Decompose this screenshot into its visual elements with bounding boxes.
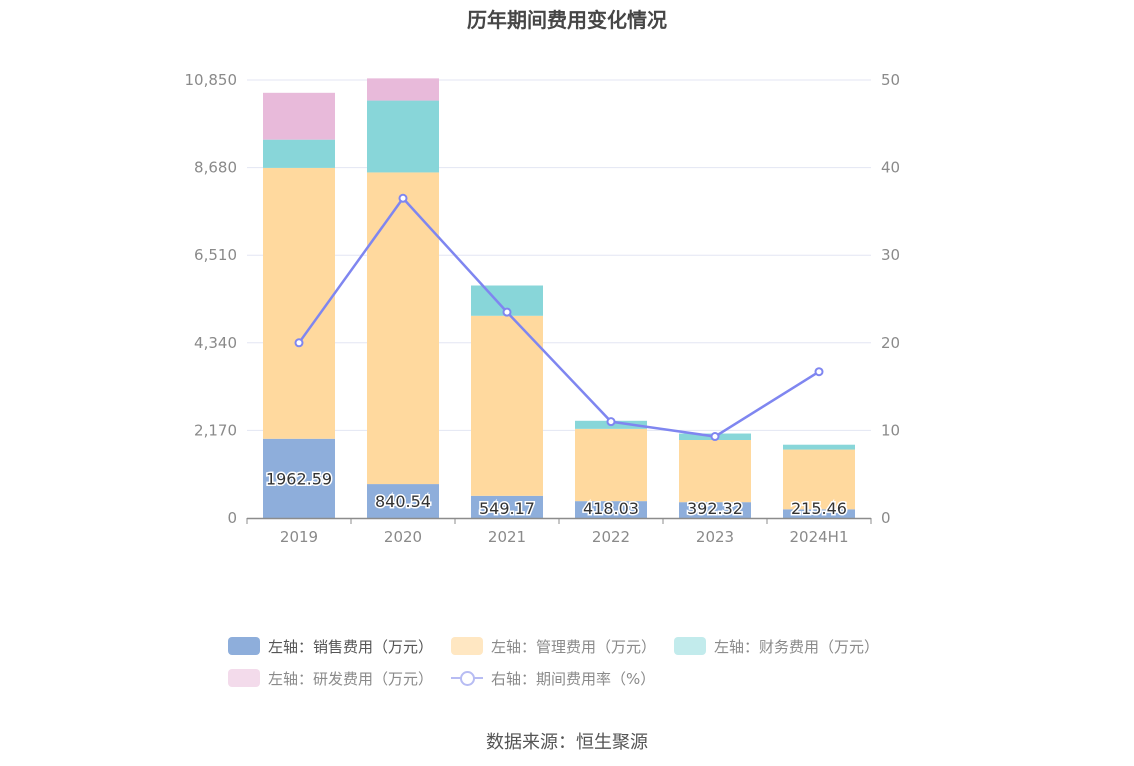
bar-sales bbox=[575, 501, 647, 518]
bar-sales bbox=[471, 495, 543, 518]
bar-admin bbox=[783, 449, 855, 510]
rate-point bbox=[502, 307, 512, 317]
bar-finance bbox=[783, 444, 855, 450]
x-tick-label: 2023 bbox=[696, 528, 734, 546]
y-left-tick-label: 10,850 bbox=[185, 71, 238, 89]
legend-item-finance[interactable]: 左轴：财务费用（万元） bbox=[674, 636, 879, 657]
legend-row-2: 左轴：研发费用（万元） 右轴：期间费用率（%） bbox=[228, 662, 928, 694]
sales-data-label: 392.32 bbox=[687, 499, 743, 518]
bar-rd bbox=[263, 92, 335, 140]
grid-layer bbox=[247, 79, 871, 431]
y-right-tick-label: 20 bbox=[881, 334, 900, 352]
legend-item-rate[interactable]: 右轴：期间费用率（%） bbox=[451, 668, 655, 689]
y-left-tick-label: 4,340 bbox=[194, 334, 237, 352]
y-left-tick-label: 0 bbox=[227, 509, 237, 527]
sales-data-label: 215.46 bbox=[791, 499, 847, 518]
bar-admin bbox=[263, 167, 335, 439]
y-right-tick-label: 30 bbox=[881, 246, 900, 264]
legend-label-rate: 右轴：期间费用率（%） bbox=[491, 669, 656, 688]
rate-point bbox=[294, 338, 304, 348]
bar-rd bbox=[367, 78, 439, 101]
legend-swatch-sales bbox=[228, 637, 260, 655]
sales-data-label: 418.03 bbox=[583, 499, 639, 518]
sales-data-label: 840.54 bbox=[375, 492, 431, 511]
x-tick-label: 2024H1 bbox=[790, 528, 849, 546]
bar-admin bbox=[471, 315, 543, 496]
y-left-tick-label: 8,680 bbox=[194, 159, 237, 177]
legend-row-1: 左轴：销售费用（万元） 左轴：管理费用（万元） 左轴：财务费用（万元） bbox=[228, 630, 928, 662]
y-right-tick-label: 10 bbox=[881, 421, 900, 439]
label-layer: 1962.59 840.54 549.17 418.03 392.32 215.46 bbox=[264, 468, 848, 520]
bar-sales bbox=[679, 502, 751, 518]
y-left-tick-label: 2,170 bbox=[194, 421, 237, 439]
x-tick-label: 2019 bbox=[280, 528, 318, 546]
data-source: 数据来源：恒生聚源 bbox=[486, 732, 648, 753]
bar-sales bbox=[367, 484, 439, 518]
legend-item-sales[interactable]: 左轴：销售费用（万元） bbox=[228, 636, 433, 657]
bar-finance bbox=[263, 139, 335, 168]
sales-data-label: 549.17 bbox=[479, 499, 535, 518]
legend: 左轴：销售费用（万元） 左轴：管理费用（万元） 左轴：财务费用（万元） 左轴：研… bbox=[228, 630, 928, 694]
bar-sales bbox=[783, 509, 855, 518]
legend-label-admin: 左轴：管理费用（万元） bbox=[491, 637, 657, 656]
x-tick-label: 2020 bbox=[384, 528, 422, 546]
legend-swatch-rate-icon bbox=[451, 669, 484, 687]
legend-swatch-admin bbox=[451, 637, 484, 655]
rate-point bbox=[606, 417, 616, 427]
legend-item-rd[interactable]: 左轴：研发费用（万元） bbox=[228, 668, 433, 689]
legend-item-admin[interactable]: 左轴：管理费用（万元） bbox=[451, 636, 656, 657]
axis-layer: 0 0 2,170 10 4,340 20 6,510 30 8,680 40 10,850 50 20… bbox=[185, 71, 901, 546]
bars-layer bbox=[263, 78, 855, 518]
bar-admin bbox=[679, 439, 751, 503]
bar-admin bbox=[367, 172, 439, 485]
y-right-tick-label: 50 bbox=[881, 71, 900, 89]
rate-line bbox=[297, 196, 820, 438]
x-tick-label: 2022 bbox=[592, 528, 630, 546]
legend-swatch-rd bbox=[228, 669, 260, 687]
rate-point bbox=[710, 432, 720, 442]
x-tick-label: 2021 bbox=[488, 528, 526, 546]
bar-admin bbox=[575, 428, 647, 502]
legend-label-rd: 左轴：研发费用（万元） bbox=[268, 669, 434, 688]
legend-label-finance: 左轴：财务费用（万元） bbox=[714, 637, 880, 656]
bar-sales bbox=[263, 438, 335, 518]
chart-title: 历年期间费用变化情况 bbox=[467, 8, 667, 32]
legend-label-sales: 左轴：销售费用（万元） bbox=[268, 637, 434, 656]
bar-finance bbox=[367, 100, 439, 173]
sales-data-label: 1962.59 bbox=[266, 469, 332, 488]
y-right-tick-label: 40 bbox=[881, 159, 900, 177]
rate-point bbox=[814, 367, 824, 377]
y-right-tick-label: 0 bbox=[881, 509, 891, 527]
rate-point bbox=[398, 193, 408, 203]
line-layer bbox=[294, 193, 824, 442]
legend-swatch-finance bbox=[674, 637, 707, 655]
y-left-tick-label: 6,510 bbox=[194, 246, 237, 264]
